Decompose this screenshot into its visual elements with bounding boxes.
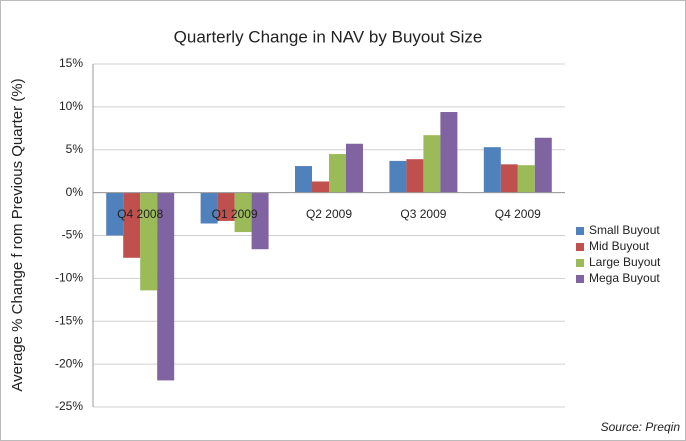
bar — [295, 166, 313, 193]
x-tick-label: Q4 2008 — [117, 207, 163, 221]
chart-title: Quarterly Change in NAV by Buyout Size — [174, 27, 483, 46]
bar — [329, 154, 346, 193]
bar — [483, 147, 501, 193]
bar — [251, 192, 269, 250]
bar — [217, 192, 235, 221]
y-tick-label: -15% — [55, 313, 83, 327]
x-tick-label: Q2 2009 — [306, 207, 352, 221]
bar — [440, 112, 458, 193]
y-tick-label: -5% — [62, 228, 84, 242]
y-tick-label: 10% — [59, 99, 83, 113]
bar — [500, 164, 518, 193]
y-tick-label: -25% — [55, 399, 83, 413]
bar — [157, 192, 175, 381]
bar — [406, 159, 424, 193]
legend-swatch — [576, 275, 584, 283]
y-tick-label: 5% — [66, 142, 84, 156]
legend-swatch — [576, 227, 584, 235]
bar — [106, 192, 124, 236]
legend-label: Small Buyout — [589, 223, 660, 237]
legend-label: Mega Buyout — [589, 271, 660, 285]
bar — [423, 135, 441, 193]
bar — [389, 160, 407, 193]
bar — [123, 192, 141, 258]
x-tick-label: Q3 2009 — [400, 207, 446, 221]
bar — [200, 192, 218, 224]
bar — [534, 137, 552, 193]
bar — [517, 165, 535, 193]
legend-label: Mid Buyout — [589, 239, 650, 253]
source-note: Source: Preqin — [601, 420, 681, 434]
y-tick-label: 15% — [59, 56, 83, 70]
y-tick-label: -10% — [55, 271, 83, 285]
y-axis-title: Average % Change f rom Previous Quarter … — [9, 78, 26, 391]
legend-swatch — [576, 243, 584, 251]
legend-swatch — [576, 259, 584, 267]
legend-label: Large Buyout — [589, 255, 661, 269]
y-tick-label: 0% — [66, 185, 84, 199]
bar — [234, 192, 252, 233]
bar — [345, 143, 363, 193]
bar — [140, 192, 158, 291]
x-tick-label: Q4 2009 — [495, 207, 541, 221]
bar — [312, 181, 329, 193]
y-tick-label: -20% — [55, 356, 83, 370]
x-tick-label: Q1 2009 — [212, 207, 258, 221]
